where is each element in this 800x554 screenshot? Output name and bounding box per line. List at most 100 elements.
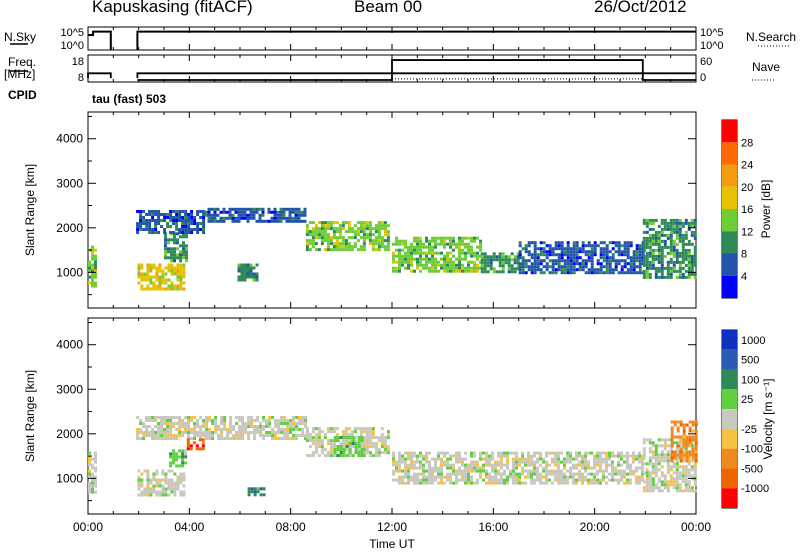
power-cell-7 xyxy=(461,269,464,273)
velocity-cell-8 xyxy=(533,460,536,464)
power-cell-7 xyxy=(476,254,479,258)
velocity-cell-8 xyxy=(566,478,569,482)
power-cell-4 xyxy=(297,207,301,211)
velocity-cell-8 xyxy=(404,466,407,470)
power-cell-2 xyxy=(185,244,188,248)
power-cell-5 xyxy=(383,248,387,252)
velocity-cell-3 xyxy=(356,427,360,431)
velocity-cell-4 xyxy=(348,451,352,454)
velocity-cell-4 xyxy=(357,442,361,445)
velocity-cell-9 xyxy=(687,462,691,466)
power-cell-8 xyxy=(489,258,493,262)
power-cell-4 xyxy=(273,213,277,217)
velocity-cell-2 xyxy=(181,422,185,425)
power-cell-7 xyxy=(398,260,401,264)
power-cell-8 xyxy=(507,270,511,274)
power-cell-10 xyxy=(645,245,649,249)
power-cell-3 xyxy=(199,216,203,219)
velocity-cell-3 xyxy=(374,448,378,452)
power-cell-10 xyxy=(657,251,661,255)
velocity-cell-3 xyxy=(326,451,330,455)
power-cell-10 xyxy=(684,275,688,279)
power-cell-3 xyxy=(148,222,152,225)
velocity-cell-8 xyxy=(608,457,611,461)
power-cell-9 xyxy=(533,256,537,260)
velocity-cell-2 xyxy=(280,428,284,431)
velocity-cell-2 xyxy=(286,431,290,434)
velocity-cell-7 xyxy=(250,490,254,494)
velocity-cell-0 xyxy=(91,478,94,482)
power-cell-8 xyxy=(492,255,496,259)
noise-left-tick-bottom: 10^0 xyxy=(60,40,84,52)
power-cell-9 xyxy=(548,253,552,257)
power-cell-9 xyxy=(557,241,561,245)
velocity-cell-8 xyxy=(641,457,644,461)
velocity-cell-2 xyxy=(139,419,143,422)
power-cell-8 xyxy=(498,261,502,265)
power-cell-10 xyxy=(651,236,655,240)
power-cell-10 xyxy=(654,269,658,273)
velocity-cell-0 xyxy=(91,490,94,494)
velocity-cell-8 xyxy=(482,457,485,461)
velocity-cell-3 xyxy=(371,427,375,431)
power-cell-0 xyxy=(91,272,94,276)
power-cell-3 xyxy=(187,213,191,216)
power-cell-9 xyxy=(632,268,636,272)
velocity-cell-8 xyxy=(482,466,485,470)
velocity-cell-2 xyxy=(163,434,167,437)
velocity-cell-1 xyxy=(164,478,168,482)
velocity-cell-10 xyxy=(688,459,692,463)
velocity-cell-8 xyxy=(560,478,563,482)
power-cell-4 xyxy=(282,210,286,214)
velocity-cell-9 xyxy=(681,480,685,484)
power-cell-7 xyxy=(416,242,419,246)
velocity-cell-2 xyxy=(187,422,191,425)
power-cell-4 xyxy=(294,213,298,217)
power-cell-9 xyxy=(575,247,579,251)
power-cell-7 xyxy=(434,242,437,246)
velocity-cell-10 xyxy=(688,435,692,439)
power-cell-8 xyxy=(495,270,499,274)
power-cell-7 xyxy=(440,266,443,270)
velocity-cell-8 xyxy=(410,466,413,470)
velocity-cell-1 xyxy=(155,484,159,488)
velocity-cell-10 xyxy=(679,420,683,424)
power-cell-8 xyxy=(483,255,487,259)
power-cell-1 xyxy=(158,281,162,285)
velocity-cell-3 xyxy=(326,439,330,443)
power-cell-9 xyxy=(557,262,561,266)
velocity-cell-2 xyxy=(229,425,233,428)
power-cell-3 xyxy=(172,222,176,225)
power-cell-5 xyxy=(362,224,366,228)
velocity-cell-8 xyxy=(506,457,509,461)
power-cell-9 xyxy=(578,250,582,254)
power-cell-7 xyxy=(458,239,461,243)
power-cell-0 xyxy=(91,266,94,270)
power-cell-7 xyxy=(437,251,440,255)
power-cell-10 xyxy=(672,254,676,258)
velocity-cell-2 xyxy=(196,434,200,437)
power-cell-9 xyxy=(623,253,627,257)
velocity-cell-8 xyxy=(548,451,551,455)
velocity-cell-1 xyxy=(137,493,141,497)
power-cell-10 xyxy=(678,224,682,228)
velocity-cell-8 xyxy=(458,451,461,455)
velocity-cell-8 xyxy=(629,478,632,482)
velocity-cell-5 xyxy=(178,464,182,468)
velocity-cell-2 xyxy=(304,416,308,419)
velocity-cell-4 xyxy=(336,436,340,439)
velocity-cell-8 xyxy=(611,478,614,482)
power-cell-3 xyxy=(193,216,197,219)
power-cell-10 xyxy=(645,269,649,273)
power-cell-9 xyxy=(599,253,603,257)
power-cell-4 xyxy=(213,219,217,223)
time-tick-label-4: 16:00 xyxy=(478,520,508,534)
power-cell-3 xyxy=(169,213,173,216)
velocity-cell-1 xyxy=(158,490,162,494)
velocity-cell-8 xyxy=(638,454,641,458)
velocity-cell-8 xyxy=(392,460,395,464)
velocity-cell-8 xyxy=(437,472,440,476)
power-cell-9 xyxy=(533,259,537,263)
power-cell-7 xyxy=(440,242,443,246)
power-cell-10 xyxy=(687,272,691,276)
